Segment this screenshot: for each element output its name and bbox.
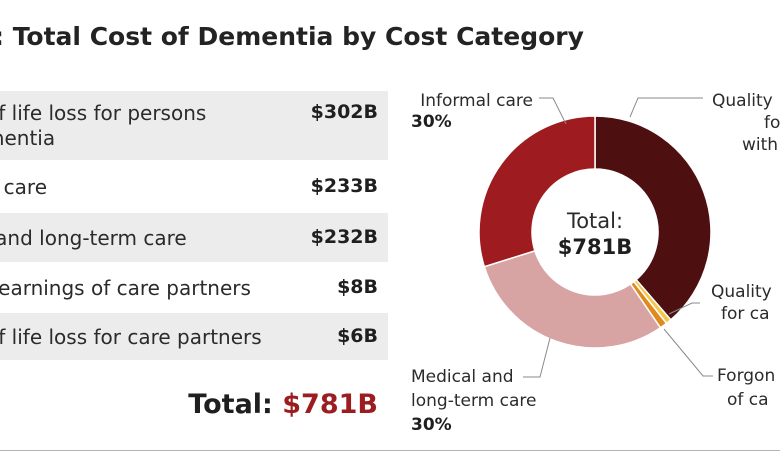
callout-label: for ca xyxy=(721,304,770,324)
callout-label: fo xyxy=(764,113,780,133)
table-total-prefix: Total: xyxy=(188,389,273,420)
row-label: me earnings of care partners xyxy=(0,276,251,301)
row-label-line: dementia xyxy=(0,126,56,150)
row-label: ty of life loss for personsdementia xyxy=(0,101,206,151)
table-total-value: $781B xyxy=(282,389,378,420)
row-label-line: ty of life loss for persons xyxy=(0,101,207,125)
callout-label: Quality xyxy=(712,91,773,111)
center-total-label: Total: xyxy=(566,209,623,233)
callout-label: Forgon xyxy=(717,366,775,386)
callout-percent: 30% xyxy=(411,112,452,132)
table-row: cal and long-term care $232B xyxy=(0,213,388,263)
leader-quality-partners xyxy=(668,302,700,315)
bottom-divider xyxy=(0,450,780,451)
center-total-value: $781B xyxy=(558,235,632,259)
callout-label: with xyxy=(742,135,778,155)
callout-label: Medical and xyxy=(411,367,514,387)
table-row: ty of life loss for care partners $6B xyxy=(0,313,388,361)
callout-percent: 30% xyxy=(411,415,452,435)
table-row: mal care $233B xyxy=(0,161,388,213)
figure-title: : Total Cost of Dementia by Cost Categor… xyxy=(0,22,584,51)
slice-informal-care xyxy=(478,115,596,268)
row-label-line: mal care xyxy=(0,175,47,199)
callout-label: long-term care xyxy=(411,391,536,411)
leader-forgone xyxy=(663,328,713,377)
leader-medical xyxy=(523,337,551,378)
row-value: $8B xyxy=(337,276,378,298)
table-total: Total: $781B xyxy=(188,389,378,420)
callout-label: Informal care xyxy=(420,91,533,111)
callout-label: Quality xyxy=(711,282,772,302)
row-label-line: ty of life loss for care partners xyxy=(0,325,262,349)
row-label: mal care xyxy=(0,175,47,200)
row-value: $6B xyxy=(337,325,378,347)
row-label-line: cal and long-term care xyxy=(0,226,187,250)
table-row: ty of life loss for personsdementia $302B xyxy=(0,91,388,161)
slice-medical-longterm-care xyxy=(483,249,662,349)
row-label: ty of life loss for care partners xyxy=(0,325,262,350)
row-value: $302B xyxy=(310,101,378,123)
table-row: me earnings of care partners $8B xyxy=(0,263,388,313)
row-value: $233B xyxy=(310,175,378,197)
callout-label: of ca xyxy=(727,390,769,410)
leader-quality-persons xyxy=(629,97,703,118)
cost-table: ty of life loss for personsdementia $302B… xyxy=(0,91,388,361)
row-label: cal and long-term care xyxy=(0,226,187,251)
leader-informal-care xyxy=(539,97,567,125)
row-label-line: me earnings of care partners xyxy=(0,276,251,300)
row-value: $232B xyxy=(310,226,378,248)
